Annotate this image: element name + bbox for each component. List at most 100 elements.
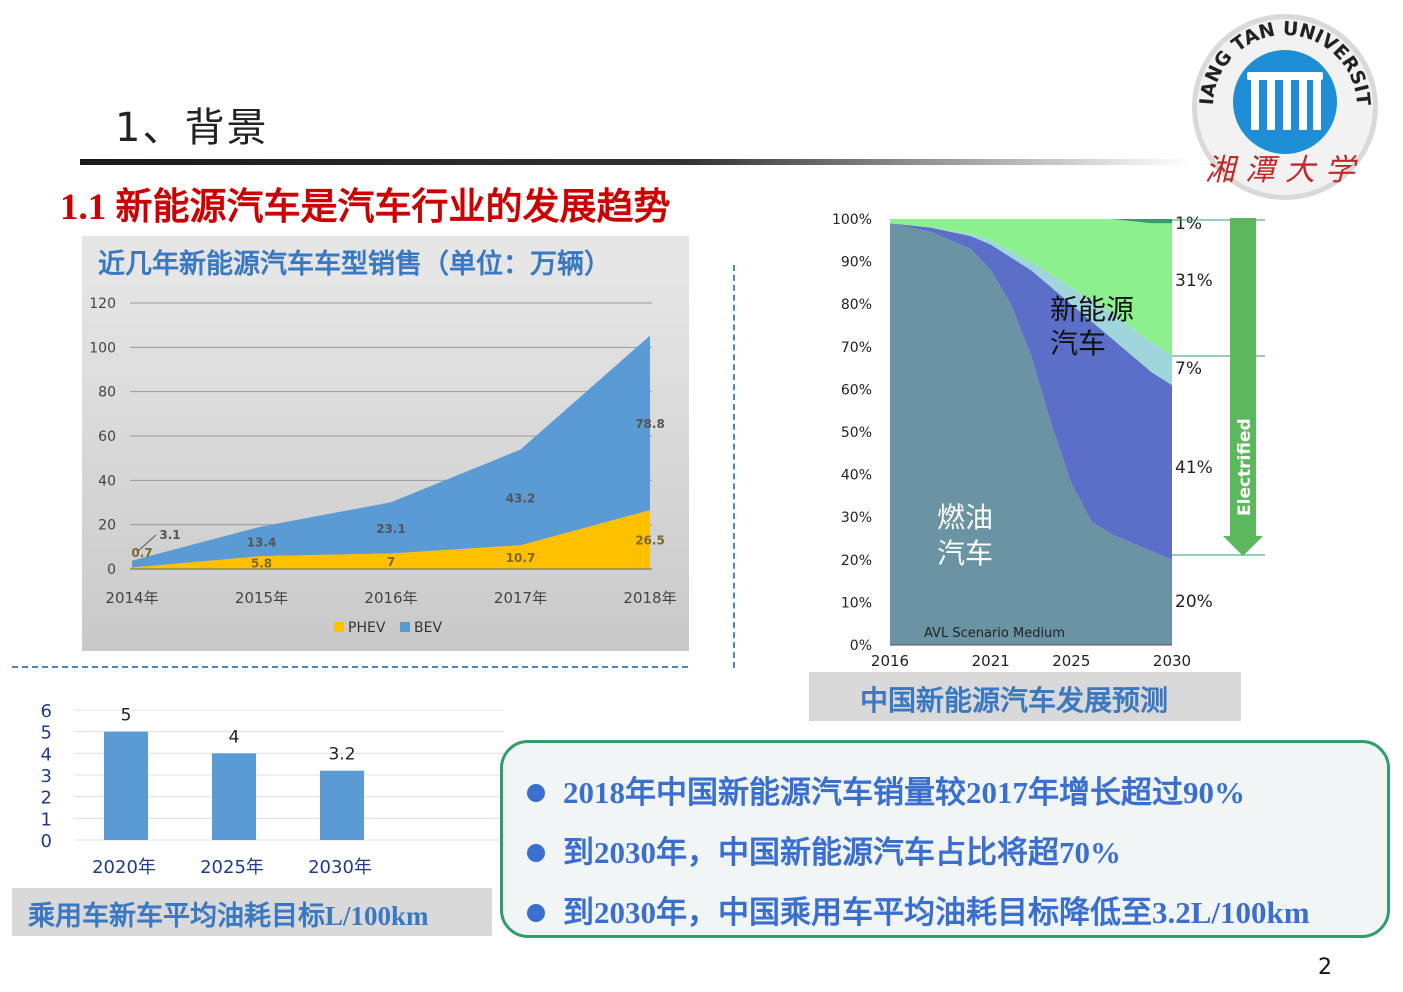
bullet-dot-icon (527, 843, 545, 862)
key-point-text: 到2030年，中国乘用车平均油耗目标降低至3.2L/100km (563, 895, 1310, 930)
ice-area (890, 223, 1172, 645)
title-divider (80, 159, 1190, 165)
sales-xtick-label: 2015年 (235, 589, 288, 607)
fuel-bar-value-label: 3.2 (328, 745, 355, 765)
fuel-bar (104, 731, 148, 840)
fuel-xtick-label: 2025年 (200, 857, 264, 878)
fuel-ytick-label: 4 (41, 744, 52, 765)
forecast-ytick-label: 30% (841, 510, 872, 526)
forecast-caption: 中国新能源汽车发展预测 (860, 684, 1169, 717)
electrified-arrow-icon (1223, 218, 1263, 556)
electrified-label: Electrified (1235, 418, 1255, 516)
bev-area (132, 335, 650, 568)
bev-data-label: 43.2 (506, 491, 536, 505)
sales-xtick-label: 2016年 (364, 589, 417, 607)
forecast-ytick-label: 0% (850, 638, 872, 654)
fuel-ytick-label: 2 (41, 788, 52, 809)
fuel-bar (212, 753, 256, 840)
phev-legend-label: PHEV (348, 620, 386, 636)
forecast-share-label: 41% (1175, 458, 1213, 478)
slide-title: 1、背景 (115, 105, 269, 151)
sales-ytick-label: 20 (98, 518, 116, 534)
bullet-dot-icon (527, 903, 545, 922)
ice-label: 燃油 (937, 501, 993, 534)
fuel-ytick-label: 0 (41, 831, 52, 852)
sales-xtick-label: 2017年 (494, 589, 547, 607)
sales-chart-title: 近几年新能源汽车车型销售（单位：万辆） (98, 249, 611, 280)
bev-data-label: 23.1 (376, 522, 406, 536)
section-subtitle: 1.1 新能源汽车是汽车行业的发展趋势 (60, 187, 671, 228)
forecast-xtick-label: 2021 (972, 652, 1010, 670)
logo-chinese-text: 湘潭大学 (1205, 153, 1365, 188)
bev-legend-swatch (400, 622, 410, 632)
forecast-ytick-label: 40% (841, 468, 872, 484)
bev-data-label: 78.8 (635, 417, 665, 431)
forecast-ytick-label: 10% (841, 595, 872, 611)
forecast-ytick-label: 50% (841, 425, 872, 441)
fuel-ytick-label: 6 (41, 701, 52, 722)
fuel-xtick-label: 2020年 (92, 857, 156, 878)
phev-data-label: 26.5 (635, 534, 665, 548)
bev-label-leader (137, 534, 157, 552)
key-point: 到2030年，中国乘用车平均油耗目标降低至3.2L/100km (527, 887, 1310, 932)
forecast-share-label: 20% (1175, 592, 1213, 612)
fuel-ytick-label: 5 (41, 723, 52, 744)
phev-legend-swatch (334, 622, 344, 632)
key-point: 到2030年，中国新能源汽车占比将超70% (527, 827, 1121, 872)
sales-ytick-label: 0 (107, 562, 116, 578)
forecast-ytick-label: 20% (841, 553, 872, 569)
bev-data-label: 13.4 (247, 535, 277, 549)
fuel-ytick-label: 1 (41, 809, 52, 830)
scenario-label: AVL Scenario Medium (924, 626, 1065, 641)
forecast-ytick-label: 80% (841, 297, 872, 313)
fuel-caption-box (12, 888, 492, 936)
sales-xtick-label: 2014年 (105, 589, 158, 607)
forecast-caption-box (809, 672, 1241, 721)
sales-ytick-label: 80 (98, 385, 116, 401)
phev-area (132, 510, 650, 569)
sales-ytick-label: 120 (89, 296, 116, 312)
nev-label: 汽车 (1050, 327, 1106, 360)
forecast-ytick-label: 100% (832, 212, 872, 228)
nev-light-area (890, 219, 1172, 356)
phev-data-label: 7 (387, 555, 395, 569)
sales-xtick-label: 2018年 (623, 589, 676, 607)
phev-data-label: 5.8 (251, 557, 272, 571)
forecast-xtick-label: 2025 (1052, 652, 1090, 670)
horizontal-dashed-divider (12, 666, 688, 668)
forecast-ytick-label: 70% (841, 340, 872, 356)
sales-ytick-label: 40 (98, 473, 116, 489)
nev-label: 新能源 (1050, 293, 1134, 326)
sales-ytick-label: 60 (98, 429, 116, 445)
ice-label: 汽车 (937, 537, 993, 570)
sales-ytick-label: 100 (89, 340, 116, 356)
bullet-dot-icon (527, 783, 545, 802)
fuel-xtick-label: 2030年 (308, 857, 372, 878)
forecast-share-label: 7% (1175, 359, 1202, 379)
key-points-box: 2018年中国新能源汽车销量较2017年增长超过90% 到2030年，中国新能源… (500, 740, 1390, 938)
fuel-bar (320, 770, 364, 840)
sales-chart-header (82, 236, 689, 284)
forecast-share-label: 31% (1175, 271, 1213, 291)
key-point-text: 2018年中国新能源汽车销量较2017年增长超过90% (563, 775, 1245, 810)
forecast-xtick-label: 2030 (1153, 652, 1191, 670)
forecast-ytick-label: 60% (841, 382, 872, 398)
bev-legend-label: BEV (414, 620, 442, 636)
forecast-share-label: 1% (1175, 214, 1202, 234)
nev-dark-area (890, 223, 1172, 560)
vertical-dashed-divider (733, 265, 735, 668)
key-point-text: 到2030年，中国新能源汽车占比将超70% (563, 835, 1121, 870)
phev-data-label: 10.7 (506, 551, 536, 565)
fuel-bar-value-label: 5 (121, 706, 132, 726)
fuel-caption: 乘用车新车平均油耗目标L/100km (28, 901, 429, 931)
logo-gate-icon (1247, 72, 1323, 130)
key-point: 2018年中国新能源汽车销量较2017年增长超过90% (527, 767, 1245, 812)
top-band-area (890, 219, 1172, 224)
sales-area-chart: 0 20 40 60 80 100 120 2014年 2015年 2016年 2017年 2018年… (89, 296, 676, 636)
page-number: 2 (1318, 955, 1332, 980)
university-logo: XIANG TAN UNIVERSITY 湘潭大学 (1187, 12, 1378, 200)
forecast-area-chart: 0% 10% 20% 30% 40% 50% 60% 70% 80% 90% 100% 2016 202… (810, 200, 1280, 670)
bev-data-label: 3.1 (159, 528, 180, 542)
forecast-xtick-label: 2016 (871, 652, 909, 670)
